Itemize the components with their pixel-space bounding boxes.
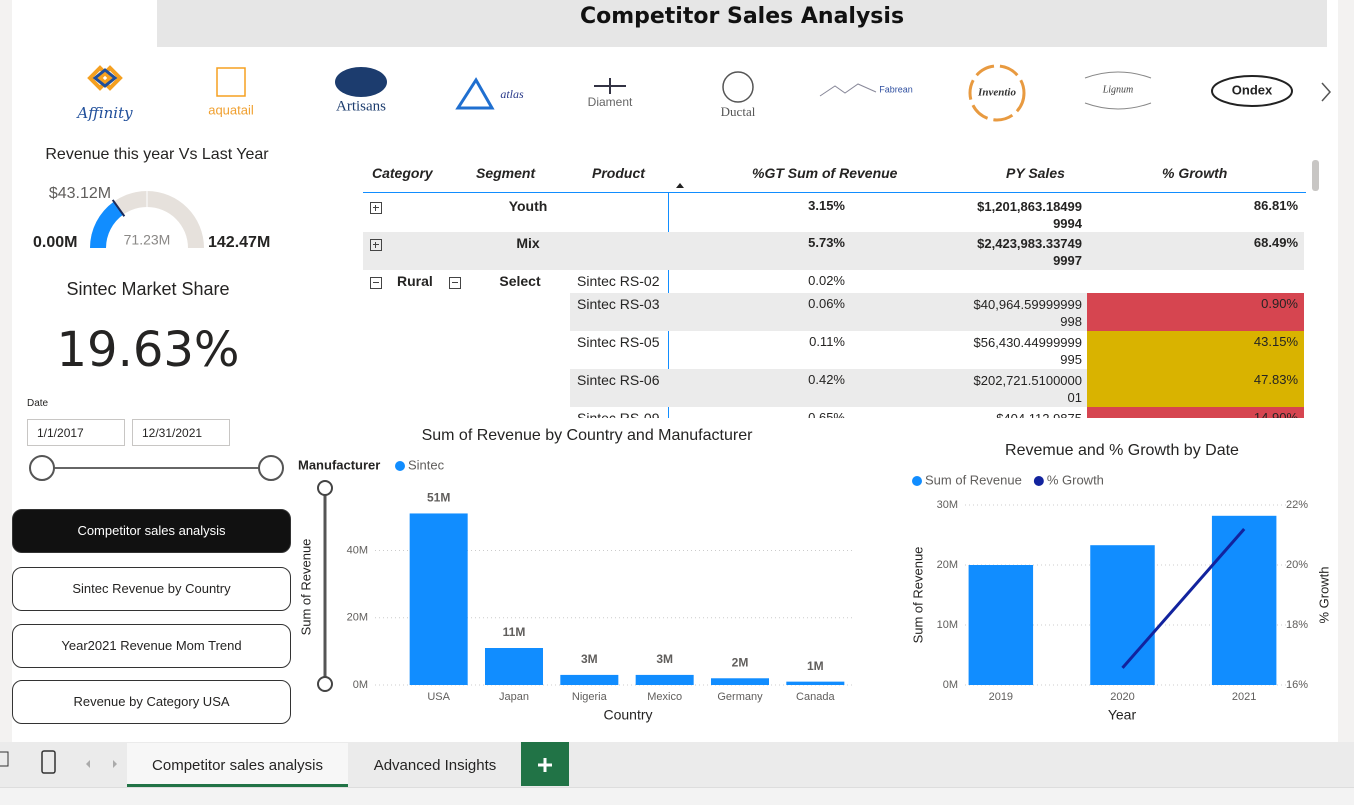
icon-bar bbox=[452, 282, 458, 283]
cell: Rural bbox=[397, 273, 433, 289]
cell: 3.15% bbox=[808, 198, 845, 213]
page-title: Competitor Sales Analysis bbox=[579, 4, 905, 29]
cell: 0.06% bbox=[808, 296, 845, 311]
kpi-value: 19.63% bbox=[56, 322, 240, 378]
collapse-icon[interactable] bbox=[370, 277, 382, 289]
column-header: %GT Sum of Revenue bbox=[752, 165, 898, 181]
cell: 0.42% bbox=[808, 372, 845, 387]
icon-bar bbox=[375, 205, 376, 211]
cell: $1,201,863.184999994 bbox=[977, 199, 1082, 231]
kpi-title: Sintec Market Share bbox=[66, 279, 230, 299]
nav-button[interactable]: Sintec Revenue by Country bbox=[12, 567, 291, 611]
growth-cell bbox=[1087, 331, 1304, 369]
cell: 47.83% bbox=[1253, 372, 1298, 387]
gauge-title: Revenue this year Vs Last Year bbox=[45, 146, 269, 163]
cell: 68.49% bbox=[1253, 235, 1298, 250]
page-tab[interactable]: Advanced Insights bbox=[373, 757, 497, 774]
row-band bbox=[570, 369, 1087, 407]
cell: $56,430.44999999995 bbox=[973, 335, 1082, 367]
cell: 0.90% bbox=[1261, 296, 1298, 311]
collapse-icon[interactable] bbox=[449, 277, 461, 289]
growth-cell bbox=[1087, 369, 1304, 407]
icon-bar bbox=[373, 207, 379, 208]
expand-icon[interactable] bbox=[370, 202, 382, 214]
cell: 5.73% bbox=[808, 235, 845, 250]
date-value: 12/31/2021 bbox=[142, 426, 203, 440]
cell: Youth bbox=[508, 198, 548, 214]
cell: $202,721.510000001 bbox=[973, 373, 1082, 405]
add-page-button[interactable] bbox=[521, 742, 569, 786]
row-band bbox=[570, 293, 1087, 331]
cell: Sintec RS-02 bbox=[577, 273, 660, 289]
nav-button[interactable]: Competitor sales analysis bbox=[12, 509, 291, 553]
cell: Sintec RS-05 bbox=[577, 334, 660, 350]
slicer-label: Date bbox=[27, 398, 49, 409]
cell: 0.65% bbox=[808, 410, 845, 418]
cell: $2,423,983.337499997 bbox=[977, 236, 1082, 268]
expand-icon[interactable] bbox=[370, 239, 382, 251]
date-value: 1/1/2017 bbox=[37, 426, 84, 440]
header-rule bbox=[363, 192, 1306, 193]
column-header: Category bbox=[372, 165, 433, 181]
cell: Sintec RS-09 bbox=[577, 410, 660, 418]
column-header: Segment bbox=[476, 165, 536, 181]
row-band bbox=[363, 232, 1304, 270]
date-input[interactable]: 12/31/2021 bbox=[132, 419, 230, 446]
status-bar bbox=[0, 787, 1354, 805]
cell: 0.11% bbox=[809, 334, 845, 349]
icon-bar bbox=[375, 242, 376, 248]
cell: Sintec RS-03 bbox=[577, 296, 660, 312]
icon-bar bbox=[373, 282, 379, 283]
nav-button[interactable]: Year2021 Revenue Mom Trend bbox=[12, 624, 291, 668]
icon-bar bbox=[373, 244, 379, 245]
growth-cell bbox=[1087, 293, 1304, 331]
nav-button[interactable]: Revenue by Category USA bbox=[12, 680, 291, 724]
matrix-table: Category Segment Product %GT Sum of Revenue… bbox=[363, 160, 1306, 418]
cell: Sintec RS-06 bbox=[577, 372, 660, 388]
cell: 86.81% bbox=[1253, 198, 1298, 213]
column-header: % Growth bbox=[1162, 165, 1228, 181]
date-input[interactable]: 1/1/2017 bbox=[27, 419, 125, 446]
page-tab[interactable]: Competitor sales analysis bbox=[127, 743, 348, 787]
column-header: PY Sales bbox=[1006, 165, 1065, 181]
cell: $404,112.9875 bbox=[972, 410, 1082, 418]
cell: 14.90% bbox=[1253, 410, 1298, 418]
cell: 43.15% bbox=[1253, 334, 1298, 349]
cell: Select bbox=[499, 273, 541, 289]
growth-cell bbox=[1087, 407, 1304, 418]
cell: $40,964.59999999998 bbox=[973, 297, 1082, 329]
cell: Mix bbox=[516, 235, 540, 251]
column-header: Product bbox=[592, 165, 645, 181]
cell: 0.02% bbox=[808, 273, 845, 288]
header-bar bbox=[157, 0, 1327, 47]
